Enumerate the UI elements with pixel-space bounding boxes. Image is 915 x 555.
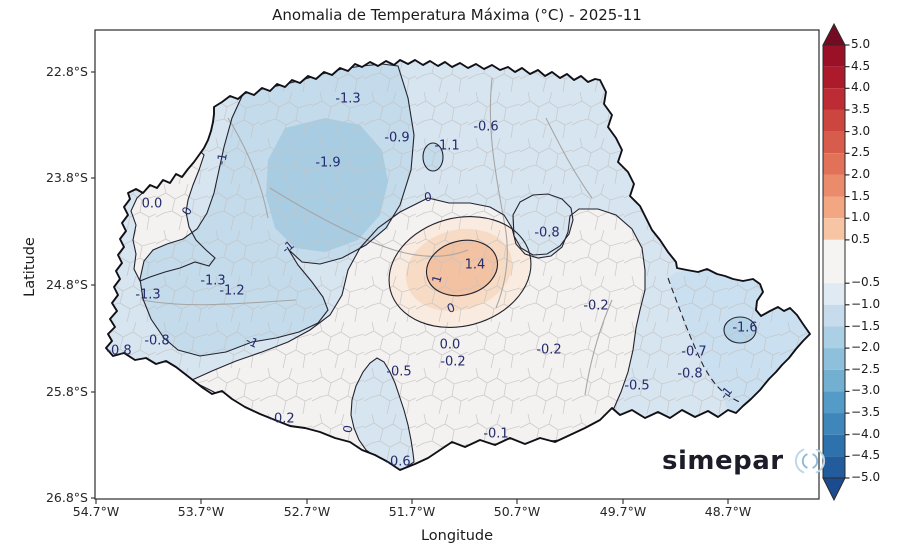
colorbar-arrow-up (822, 22, 846, 46)
colorbar (822, 22, 850, 502)
simepar-radar-icon (794, 448, 825, 474)
axis-tick-marks (91, 71, 729, 504)
colorbar-segment (823, 304, 845, 327)
colorbar-segment (823, 391, 845, 414)
colorbar-arrow-down (822, 477, 846, 502)
plot-frame (94, 29, 820, 500)
state-map (106, 60, 810, 470)
colorbar-outline (822, 44, 846, 479)
colorbar-segment (823, 88, 845, 110)
colorbar-segment (823, 45, 845, 67)
colorbar-segment (823, 413, 845, 435)
colorbar-segment (823, 326, 845, 349)
colorbar-segment (823, 174, 845, 197)
colorbar-segment (823, 66, 845, 89)
colorbar-segment (823, 196, 845, 219)
colorbar-segment (823, 434, 845, 457)
colorbar-segment (823, 239, 845, 284)
colorbar-segment (823, 283, 845, 305)
mesoregion-borders (141, 77, 613, 396)
colorbar-segment (823, 153, 845, 175)
colorbar-segment (823, 131, 845, 154)
chart-title: Anomalia de Temperatura Máxima (°C) - 20… (272, 6, 642, 24)
simepar-logo: simepar (662, 445, 827, 477)
colorbar-segment (823, 456, 845, 478)
y-axis-label: Latitude (22, 237, 38, 297)
colorbar-segment (823, 218, 845, 240)
colorbar-segment (823, 348, 845, 370)
colorbar-segment (823, 369, 845, 392)
colorbar-segment (823, 109, 845, 132)
x-axis-label: Longitude (420, 528, 494, 544)
simepar-logo-text: simepar (662, 446, 784, 476)
